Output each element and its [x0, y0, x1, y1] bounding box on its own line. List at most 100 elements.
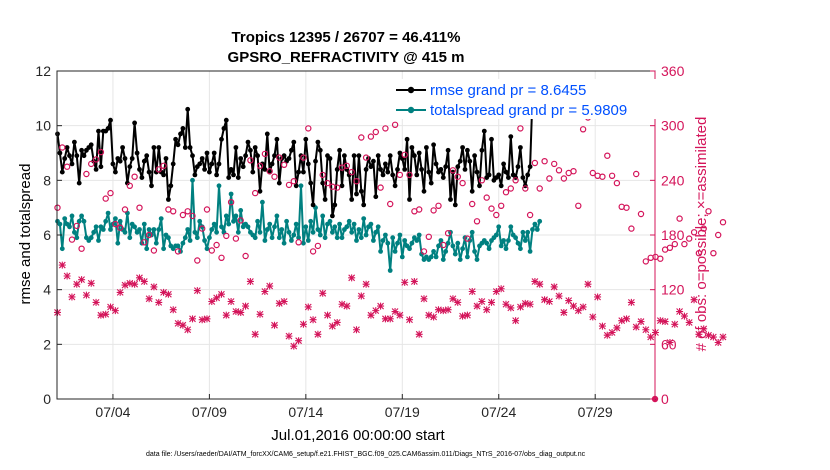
- assimilated-obs-point: [483, 306, 491, 314]
- assimilated-obs-point: [594, 293, 602, 301]
- spread-point: [141, 221, 147, 227]
- possible-obs-point: [78, 245, 85, 252]
- x-tick-label: 07/24: [481, 404, 516, 420]
- rmse-point: [368, 164, 374, 170]
- assimilated-obs-point: [550, 283, 558, 291]
- assimilated-obs-point: [507, 304, 515, 312]
- possible-obs-point: [87, 160, 95, 168]
- possible-obs-point: [348, 168, 355, 176]
- spread-point: [380, 238, 386, 243]
- rmse-point: [122, 156, 128, 161]
- possible-obs-point: [575, 202, 582, 209]
- spread-point: [79, 213, 84, 219]
- rmse-point: [322, 197, 328, 202]
- possible-obs-point: [107, 189, 114, 197]
- possible-obs-point: [700, 225, 707, 232]
- rmse-point: [472, 153, 477, 159]
- spread-point: [457, 257, 463, 262]
- rmse-point: [515, 164, 521, 170]
- rmse-point: [255, 153, 260, 159]
- spread-point: [197, 218, 203, 224]
- possible-obs-point: [613, 179, 621, 187]
- assimilated-obs-point: [410, 277, 418, 285]
- possible-obs-point: [242, 252, 249, 260]
- assimilated-obs-point: [338, 300, 346, 308]
- spread-point: [185, 227, 191, 232]
- rmse-point: [404, 136, 410, 142]
- assimilated-obs-point: [666, 339, 674, 347]
- rmse-point: [250, 169, 256, 175]
- rmse-point: [375, 153, 381, 159]
- rmse-point: [110, 161, 116, 167]
- possible-obs-point: [517, 125, 524, 132]
- spread-point: [371, 238, 376, 243]
- assimilated-obs-point: [637, 318, 645, 326]
- spread-point: [508, 224, 514, 230]
- possible-obs-point: [92, 156, 100, 163]
- spread-point: [211, 221, 217, 227]
- rmse-point: [315, 139, 321, 145]
- rmse-point: [346, 172, 352, 178]
- spread-point: [255, 218, 260, 224]
- possible-obs-point: [271, 173, 278, 180]
- possible-obs-point: [425, 233, 432, 240]
- rmse-point: [305, 161, 311, 167]
- assimilated-obs-point: [516, 303, 524, 311]
- rmse-point: [395, 167, 400, 172]
- y-tick-label-left: 10: [35, 118, 51, 134]
- rmse-point: [443, 164, 449, 170]
- possible-obs-point: [681, 240, 688, 248]
- possible-obs-point: [367, 133, 375, 140]
- spread-point: [67, 224, 72, 230]
- spread-point: [383, 232, 388, 238]
- possible-obs-point: [416, 206, 423, 213]
- assimilated-obs-point: [579, 303, 587, 311]
- possible-obs-point: [454, 173, 461, 180]
- possible-obs-point: [372, 128, 379, 136]
- possible-obs-point: [493, 211, 500, 219]
- spread-point: [308, 218, 314, 224]
- assimilated-obs-point: [555, 292, 563, 300]
- rmse-point: [450, 169, 456, 175]
- rmse-point: [371, 158, 376, 164]
- x-tick-label: 07/04: [95, 404, 130, 420]
- possible-obs-point: [483, 194, 490, 201]
- rmse-point: [342, 153, 347, 159]
- spread-point: [363, 232, 369, 238]
- spread-point: [204, 246, 210, 252]
- spread-point: [361, 216, 367, 222]
- spread-point: [452, 251, 458, 257]
- spread-point: [445, 240, 451, 246]
- assimilated-obs-point: [116, 288, 124, 296]
- spread-point: [132, 224, 138, 230]
- rmse-point: [361, 202, 367, 208]
- rmse-point: [238, 156, 244, 161]
- spread-point: [127, 235, 133, 241]
- possible-obs-point: [522, 185, 529, 192]
- possible-obs-point: [334, 184, 341, 191]
- possible-obs-point: [237, 217, 244, 224]
- possible-obs-point: [401, 151, 408, 158]
- assimilated-obs-point: [131, 280, 139, 288]
- assimilated-obs-point: [719, 333, 727, 341]
- spread-point: [122, 229, 128, 235]
- rmse-point: [334, 167, 340, 172]
- spread-point: [320, 213, 326, 219]
- rmse-point: [197, 161, 203, 167]
- assimilated-obs-point: [324, 311, 332, 319]
- possible-obs-point: [420, 248, 428, 255]
- assimilated-obs-point: [459, 312, 467, 320]
- possible-obs-point: [396, 171, 404, 179]
- rmse-point: [272, 153, 277, 159]
- spread-point: [281, 240, 287, 246]
- rmse-point: [245, 139, 251, 145]
- spread-point: [298, 183, 304, 189]
- assimilated-obs-point: [449, 295, 457, 303]
- possible-obs-point: [261, 150, 269, 158]
- rmse-point: [481, 128, 487, 134]
- rmse-point: [219, 136, 224, 142]
- spread-point: [395, 240, 400, 246]
- rmse-point: [477, 183, 482, 189]
- spread-point: [81, 218, 87, 224]
- possible-obs-point: [551, 160, 558, 168]
